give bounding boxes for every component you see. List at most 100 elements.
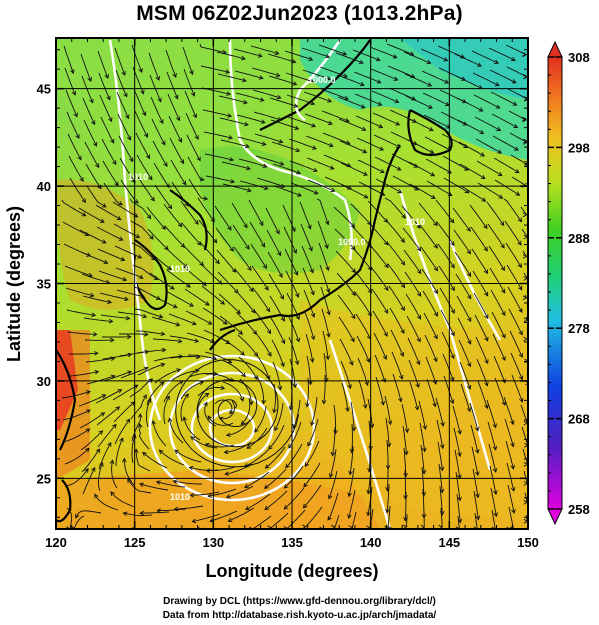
- streamline: [409, 381, 419, 410]
- streamline-arrow: [264, 464, 270, 469]
- streamline: [474, 116, 501, 131]
- streamline-arrow: [524, 358, 528, 364]
- streamline: [64, 67, 76, 96]
- streamline: [216, 51, 246, 60]
- streamline-arrow: [484, 314, 489, 320]
- streamline: [493, 355, 506, 383]
- streamline-arrow: [243, 121, 249, 127]
- streamline: [226, 419, 251, 436]
- streamline: [353, 269, 372, 294]
- streamline: [252, 515, 272, 529]
- streamline: [335, 52, 364, 64]
- streamline-arrow: [265, 307, 271, 313]
- streamline-arrow: [416, 246, 422, 252]
- streamline-arrow: [98, 430, 104, 435]
- streamline: [264, 490, 288, 510]
- streamline: [180, 200, 199, 225]
- streamline: [355, 313, 371, 340]
- streamline: [390, 329, 404, 357]
- streamline: [328, 470, 338, 499]
- streamline-arrow: [497, 171, 503, 177]
- streamline-arrow: [134, 199, 139, 204]
- streamline-arrow: [499, 221, 505, 227]
- streamline: [272, 163, 301, 174]
- streamline-arrow: [81, 212, 87, 217]
- streamline-arrow: [227, 225, 232, 231]
- streamline-arrow: [428, 127, 434, 132]
- streamline: [173, 480, 202, 485]
- streamline: [64, 448, 90, 465]
- streamline-arrow: [189, 302, 194, 307]
- streamline-arrow: [309, 358, 315, 363]
- streamline-arrow: [94, 369, 100, 375]
- streamline: [75, 510, 102, 519]
- streamline-arrow: [167, 204, 173, 210]
- streamline-arrow: [258, 75, 264, 80]
- streamline: [388, 285, 405, 311]
- streamline: [67, 133, 82, 160]
- streamline: [62, 409, 91, 421]
- streamline: [131, 242, 156, 261]
- streamline-arrow: [138, 274, 144, 279]
- streamline-arrow: [450, 241, 455, 246]
- streamline-arrow: [422, 425, 428, 431]
- streamline-arrow: [295, 337, 301, 343]
- streamline-arrow: [395, 121, 401, 126]
- streamline-arrow: [174, 94, 179, 100]
- y-tick-label: 40: [37, 179, 51, 194]
- streamline: [232, 224, 250, 250]
- streamline: [335, 250, 356, 273]
- streamline: [491, 311, 506, 338]
- streamline-arrow: [142, 111, 147, 117]
- streamline-arrow: [333, 429, 338, 435]
- streamline-arrow: [328, 142, 334, 148]
- streamline: [456, 493, 461, 523]
- streamline-arrow: [292, 249, 297, 254]
- streamline: [113, 401, 135, 423]
- streamline: [63, 45, 74, 74]
- streamline: [491, 509, 496, 529]
- streamline: [188, 372, 218, 378]
- streamline: [373, 134, 401, 148]
- streamline-arrow: [207, 320, 213, 325]
- streamline: [204, 351, 232, 364]
- streamline-arrow: [518, 375, 524, 381]
- streamline: [61, 199, 86, 217]
- streamline-arrow: [112, 160, 117, 166]
- streamline: [436, 221, 455, 246]
- streamline-arrow: [426, 59, 432, 65]
- streamline: [221, 161, 251, 170]
- streamline: [132, 264, 158, 280]
- streamline: [322, 132, 350, 145]
- streamline-arrow: [404, 428, 410, 434]
- streamline-arrow: [450, 331, 455, 337]
- streamline: [154, 184, 172, 209]
- streamline-arrow: [466, 272, 472, 278]
- streamline: [131, 44, 143, 73]
- streamline-arrow: [260, 119, 266, 124]
- streamline: [386, 43, 414, 56]
- streamline-arrow: [384, 263, 389, 269]
- streamline: [351, 511, 357, 528]
- streamline: [385, 219, 405, 243]
- streamline-arrow: [330, 187, 336, 193]
- streamline-arrow: [518, 330, 523, 336]
- streamline-arrow: [283, 484, 289, 489]
- streamline-arrow: [264, 285, 269, 291]
- streamline-arrow: [509, 420, 515, 426]
- streamline-arrow: [84, 447, 90, 453]
- streamline: [197, 197, 215, 222]
- streamline-arrow: [349, 360, 354, 366]
- streamline-arrow: [75, 134, 80, 140]
- streamline: [112, 384, 138, 401]
- streamline: [420, 48, 448, 62]
- streamline-arrow: [235, 531, 239, 535]
- streamline: [492, 135, 519, 151]
- streamline: [474, 512, 478, 529]
- streamline-arrow: [277, 251, 282, 257]
- streamline-arrow: [274, 426, 279, 432]
- streamline: [285, 443, 303, 468]
- streamline: [117, 311, 147, 318]
- streamline: [488, 443, 497, 473]
- streamline-arrow: [433, 334, 438, 340]
